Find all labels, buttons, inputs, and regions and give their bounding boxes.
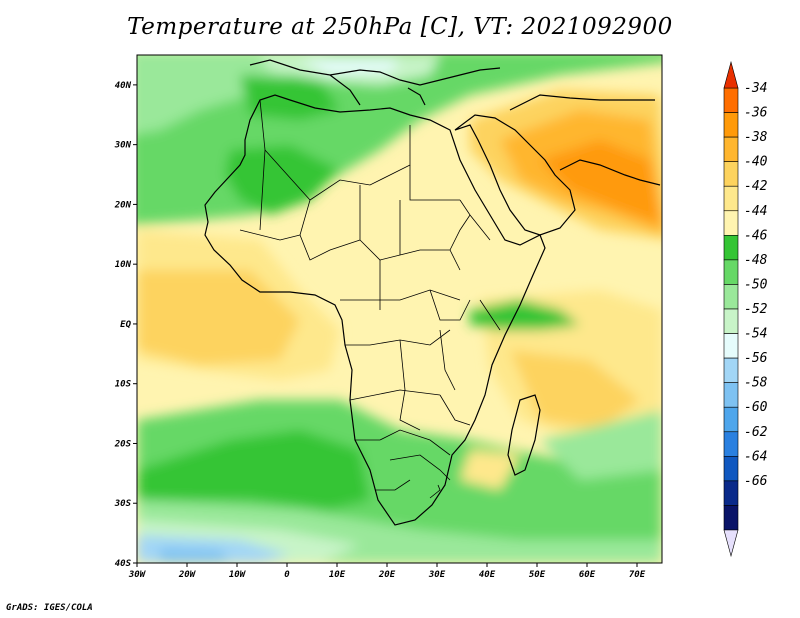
colorbar-label: -56 [744,351,768,366]
colorbar-segment [723,480,739,506]
colorbar-segment [723,333,739,359]
lat-tick-label: 20S [114,439,132,449]
lon-tick-label: 30W [128,570,147,580]
colorbar-label: -44 [744,204,767,219]
colorbar-segment [723,235,739,261]
lon-tick-label: 20E [378,570,396,580]
colorbar-label: -60 [744,400,768,415]
colorbar-segment [723,357,739,383]
colorbar-label: -36 [744,106,768,121]
colorbar-label: -46 [744,228,768,243]
colorbar-label: -40 [744,155,768,170]
colorbar-label: -66 [744,474,768,489]
colorbar-segment [723,505,739,531]
latitude-axis: 40N 30N 20N 10N EQ 10S 20S 30S 40S [114,81,137,569]
colorbar-label: -50 [744,277,768,292]
map-frame [136,54,663,564]
colorbar-label: -58 [744,376,768,391]
colorbar-label: -42 [744,179,768,194]
country-borders [239,99,501,499]
coastlines [204,59,661,526]
lat-tick-label: 10S [115,380,132,390]
lon-tick-label: 0 [284,570,290,580]
colorbar-segment [723,456,739,482]
temperature-field [137,55,662,563]
colorbar-label: -48 [744,253,768,268]
colorbar-segment [723,406,739,433]
lon-tick-label: 40E [479,570,496,580]
colorbar-segment [723,431,739,457]
lon-tick-label: 10E [329,570,346,580]
chart-title: Temperature at 250hPa [C], VT: 202109290… [127,14,673,40]
colorbar-segment [723,259,739,285]
colorbar-segment [723,308,739,334]
colorbar-segment [723,284,739,310]
colorbar-segment [723,185,739,212]
lat-tick-label: 40N [115,81,132,91]
lon-tick-label: 60E [579,570,596,580]
lon-tick-label: 20W [178,570,197,580]
colorbar-label: -34 [744,81,767,96]
lat-tick-label: 20N [114,200,132,210]
colorbar-segment [723,136,739,162]
colorbar-label: -62 [744,425,768,440]
colorbar-segment [723,87,739,113]
colorbar-label: -54 [744,327,767,342]
lat-tick-label: 30S [114,499,132,509]
colorbar-label: -64 [744,449,767,464]
lon-tick-label: 30E [428,570,446,580]
colorbar-top-triangle [723,60,739,89]
lat-tick-label: 30N [114,141,132,151]
colorbar-segment [723,112,739,138]
lon-tick-label: 70E [629,570,646,580]
colorbar-label: -38 [744,130,768,145]
lon-tick-label: 50E [529,570,546,580]
lat-tick-label: 10N [115,260,132,270]
colorbar-segment [723,210,739,236]
colorbar-segment [723,382,739,408]
colorbar-segment [723,161,739,187]
longitude-axis: 30W 20W 10W 0 10E 20E 30E 40E 50E 60E 70E [128,563,646,580]
footer-credit: GrADS: IGES/COLA [6,603,93,613]
colorbar: -34 -36 -38 -40 -42 -44 -46 -48 -50 -52 -54 -56 -58 -… [723,60,768,558]
colorbar-bottom-triangle [723,529,739,558]
lat-tick-label: 40S [115,559,132,569]
lat-tick-label: EQ [120,320,131,330]
colorbar-label: -52 [744,302,768,317]
lon-tick-label: 10W [229,570,247,580]
